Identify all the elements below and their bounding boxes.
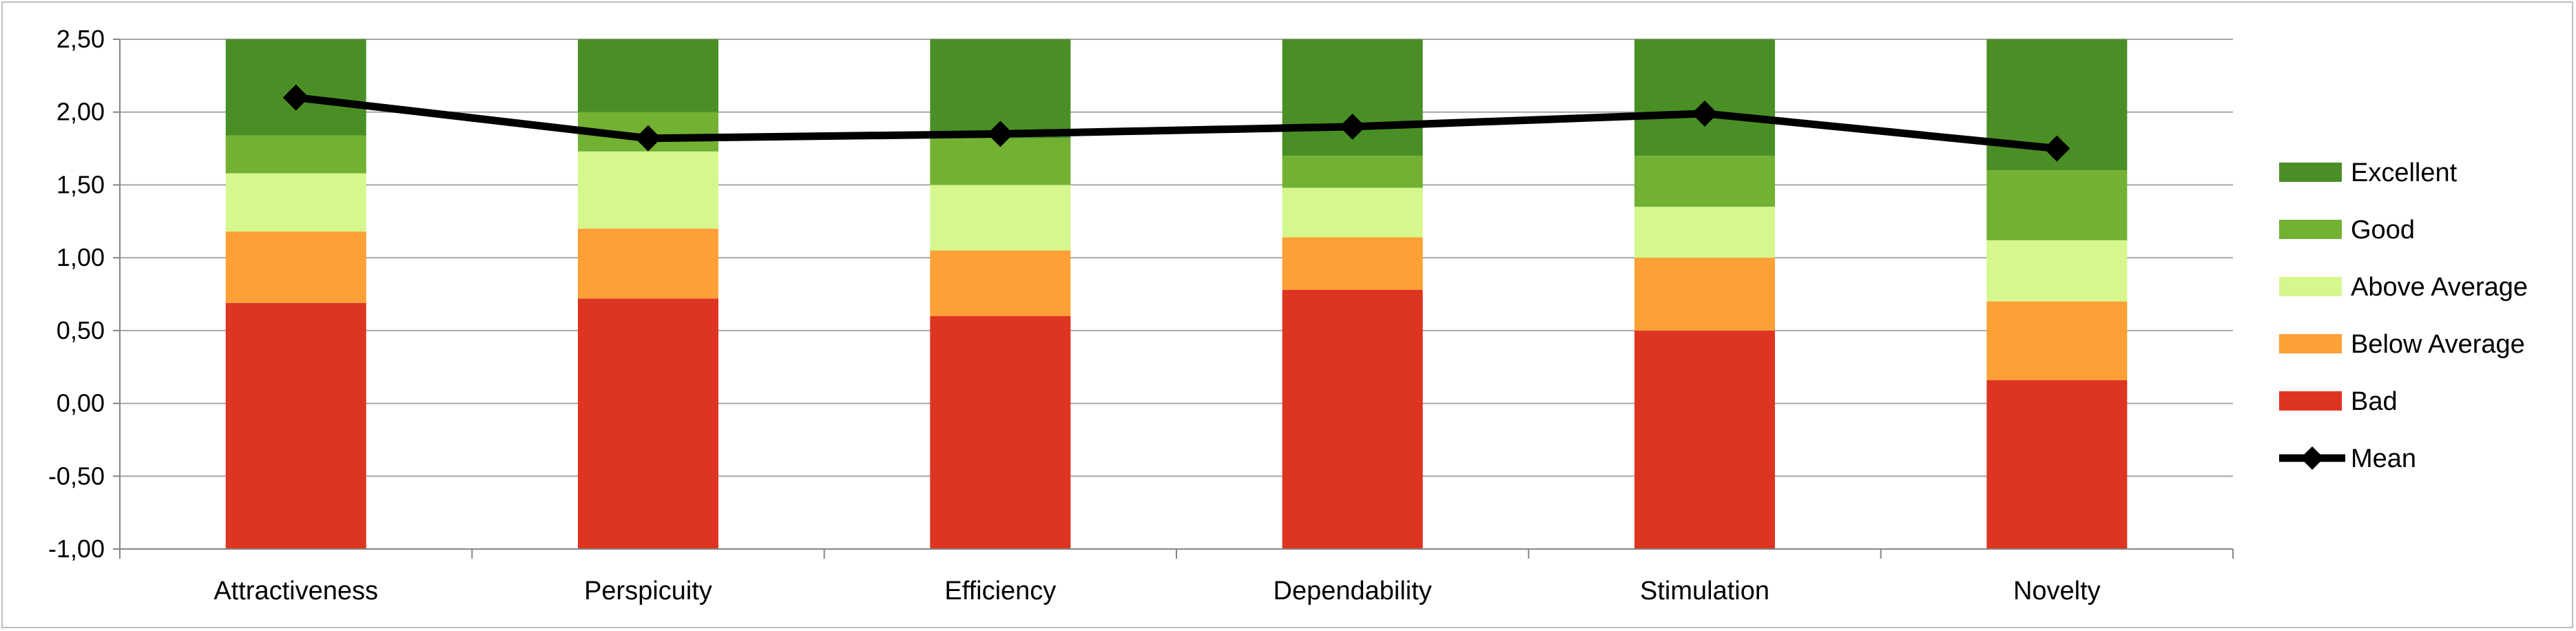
mean-point-attractiveness — [282, 84, 309, 111]
axes: -1,00 -0,50 0,00 0,50 1,00 1,50 2,00 2,50 Attrac… — [48, 25, 2234, 606]
bar-bad-efficiency — [930, 316, 1071, 549]
bar-excellent-perspicuity — [578, 39, 718, 112]
mean-point-dependability — [1339, 113, 1366, 140]
x-category-label: Dependability — [1274, 577, 1432, 606]
mean-point-perspicuity — [635, 125, 661, 152]
bar-bad-attractiveness — [225, 302, 366, 549]
bar-below-average-perspicuity — [578, 228, 718, 299]
bar-segments — [225, 39, 2128, 549]
x-category-label: Novelty — [2013, 577, 2101, 606]
mean-line — [295, 94, 2057, 153]
bar-below-average-novelty — [1986, 301, 2128, 380]
legend-swatch-above-average — [2279, 277, 2342, 296]
legend-label-below-average: Below Average — [2351, 330, 2525, 359]
bar-bad-perspicuity — [578, 298, 718, 549]
bar-good-dependability — [1282, 156, 1423, 188]
y-tick-label: 0,00 — [56, 389, 105, 417]
x-category-label: Stimulation — [1640, 577, 1769, 606]
y-tick-label: 2,00 — [56, 98, 105, 126]
bar-excellent-stimulation — [1634, 39, 1775, 156]
bar-above-average-novelty — [1986, 240, 2128, 302]
bar-good-attractiveness — [225, 135, 366, 174]
x-category-label: Efficiency — [944, 577, 1056, 606]
mean-point-novelty — [2044, 135, 2070, 162]
stacked-bar-chart: -1,00 -0,50 0,00 0,50 1,00 1,50 2,00 2,50 Attrac… — [48, 25, 2528, 606]
legend-swatch-bad — [2279, 391, 2342, 411]
bar-above-average-perspicuity — [578, 151, 718, 229]
bar-good-novelty — [1986, 170, 2128, 240]
grid-lines — [120, 39, 2233, 550]
y-tick-label: -0,50 — [48, 462, 105, 490]
bar-above-average-stimulation — [1634, 207, 1775, 258]
mean-point-efficiency — [987, 121, 1014, 147]
legend-marker-mean — [2300, 446, 2324, 470]
bar-below-average-attractiveness — [225, 231, 366, 303]
bar-below-average-stimulation — [1634, 258, 1775, 331]
bar-above-average-efficiency — [930, 185, 1071, 251]
legend-label-mean: Mean — [2351, 444, 2416, 473]
mean-series — [282, 84, 2070, 162]
legend-label-bad: Bad — [2351, 387, 2398, 416]
bar-bad-stimulation — [1634, 330, 1775, 549]
legend-swatch-below-average — [2279, 334, 2342, 353]
legend-label-good: Good — [2351, 216, 2415, 245]
y-tick-label: -1,00 — [48, 535, 105, 563]
legend: Excellent Good Above Average Below Average B… — [2279, 158, 2528, 473]
mean-point-stimulation — [1692, 100, 1718, 127]
bar-above-average-dependability — [1282, 187, 1423, 238]
bar-above-average-attractiveness — [225, 173, 366, 232]
bar-bad-novelty — [1986, 380, 2128, 549]
bar-below-average-dependability — [1282, 237, 1423, 290]
y-tick-label: 2,50 — [56, 25, 105, 53]
bar-below-average-efficiency — [930, 250, 1071, 316]
y-tick-label: 1,00 — [56, 243, 105, 271]
legend-label-above-average: Above Average — [2351, 273, 2528, 302]
y-tick-label: 0,50 — [56, 316, 105, 344]
y-tick-label: 1,50 — [56, 170, 105, 198]
legend-swatch-excellent — [2279, 163, 2342, 182]
bar-bad-dependability — [1282, 289, 1423, 549]
bar-good-stimulation — [1634, 156, 1775, 207]
legend-label-excellent: Excellent — [2351, 158, 2458, 187]
x-category-label: Attractiveness — [214, 577, 378, 606]
legend-swatch-good — [2279, 220, 2342, 239]
x-category-label: Perspicuity — [584, 577, 712, 606]
